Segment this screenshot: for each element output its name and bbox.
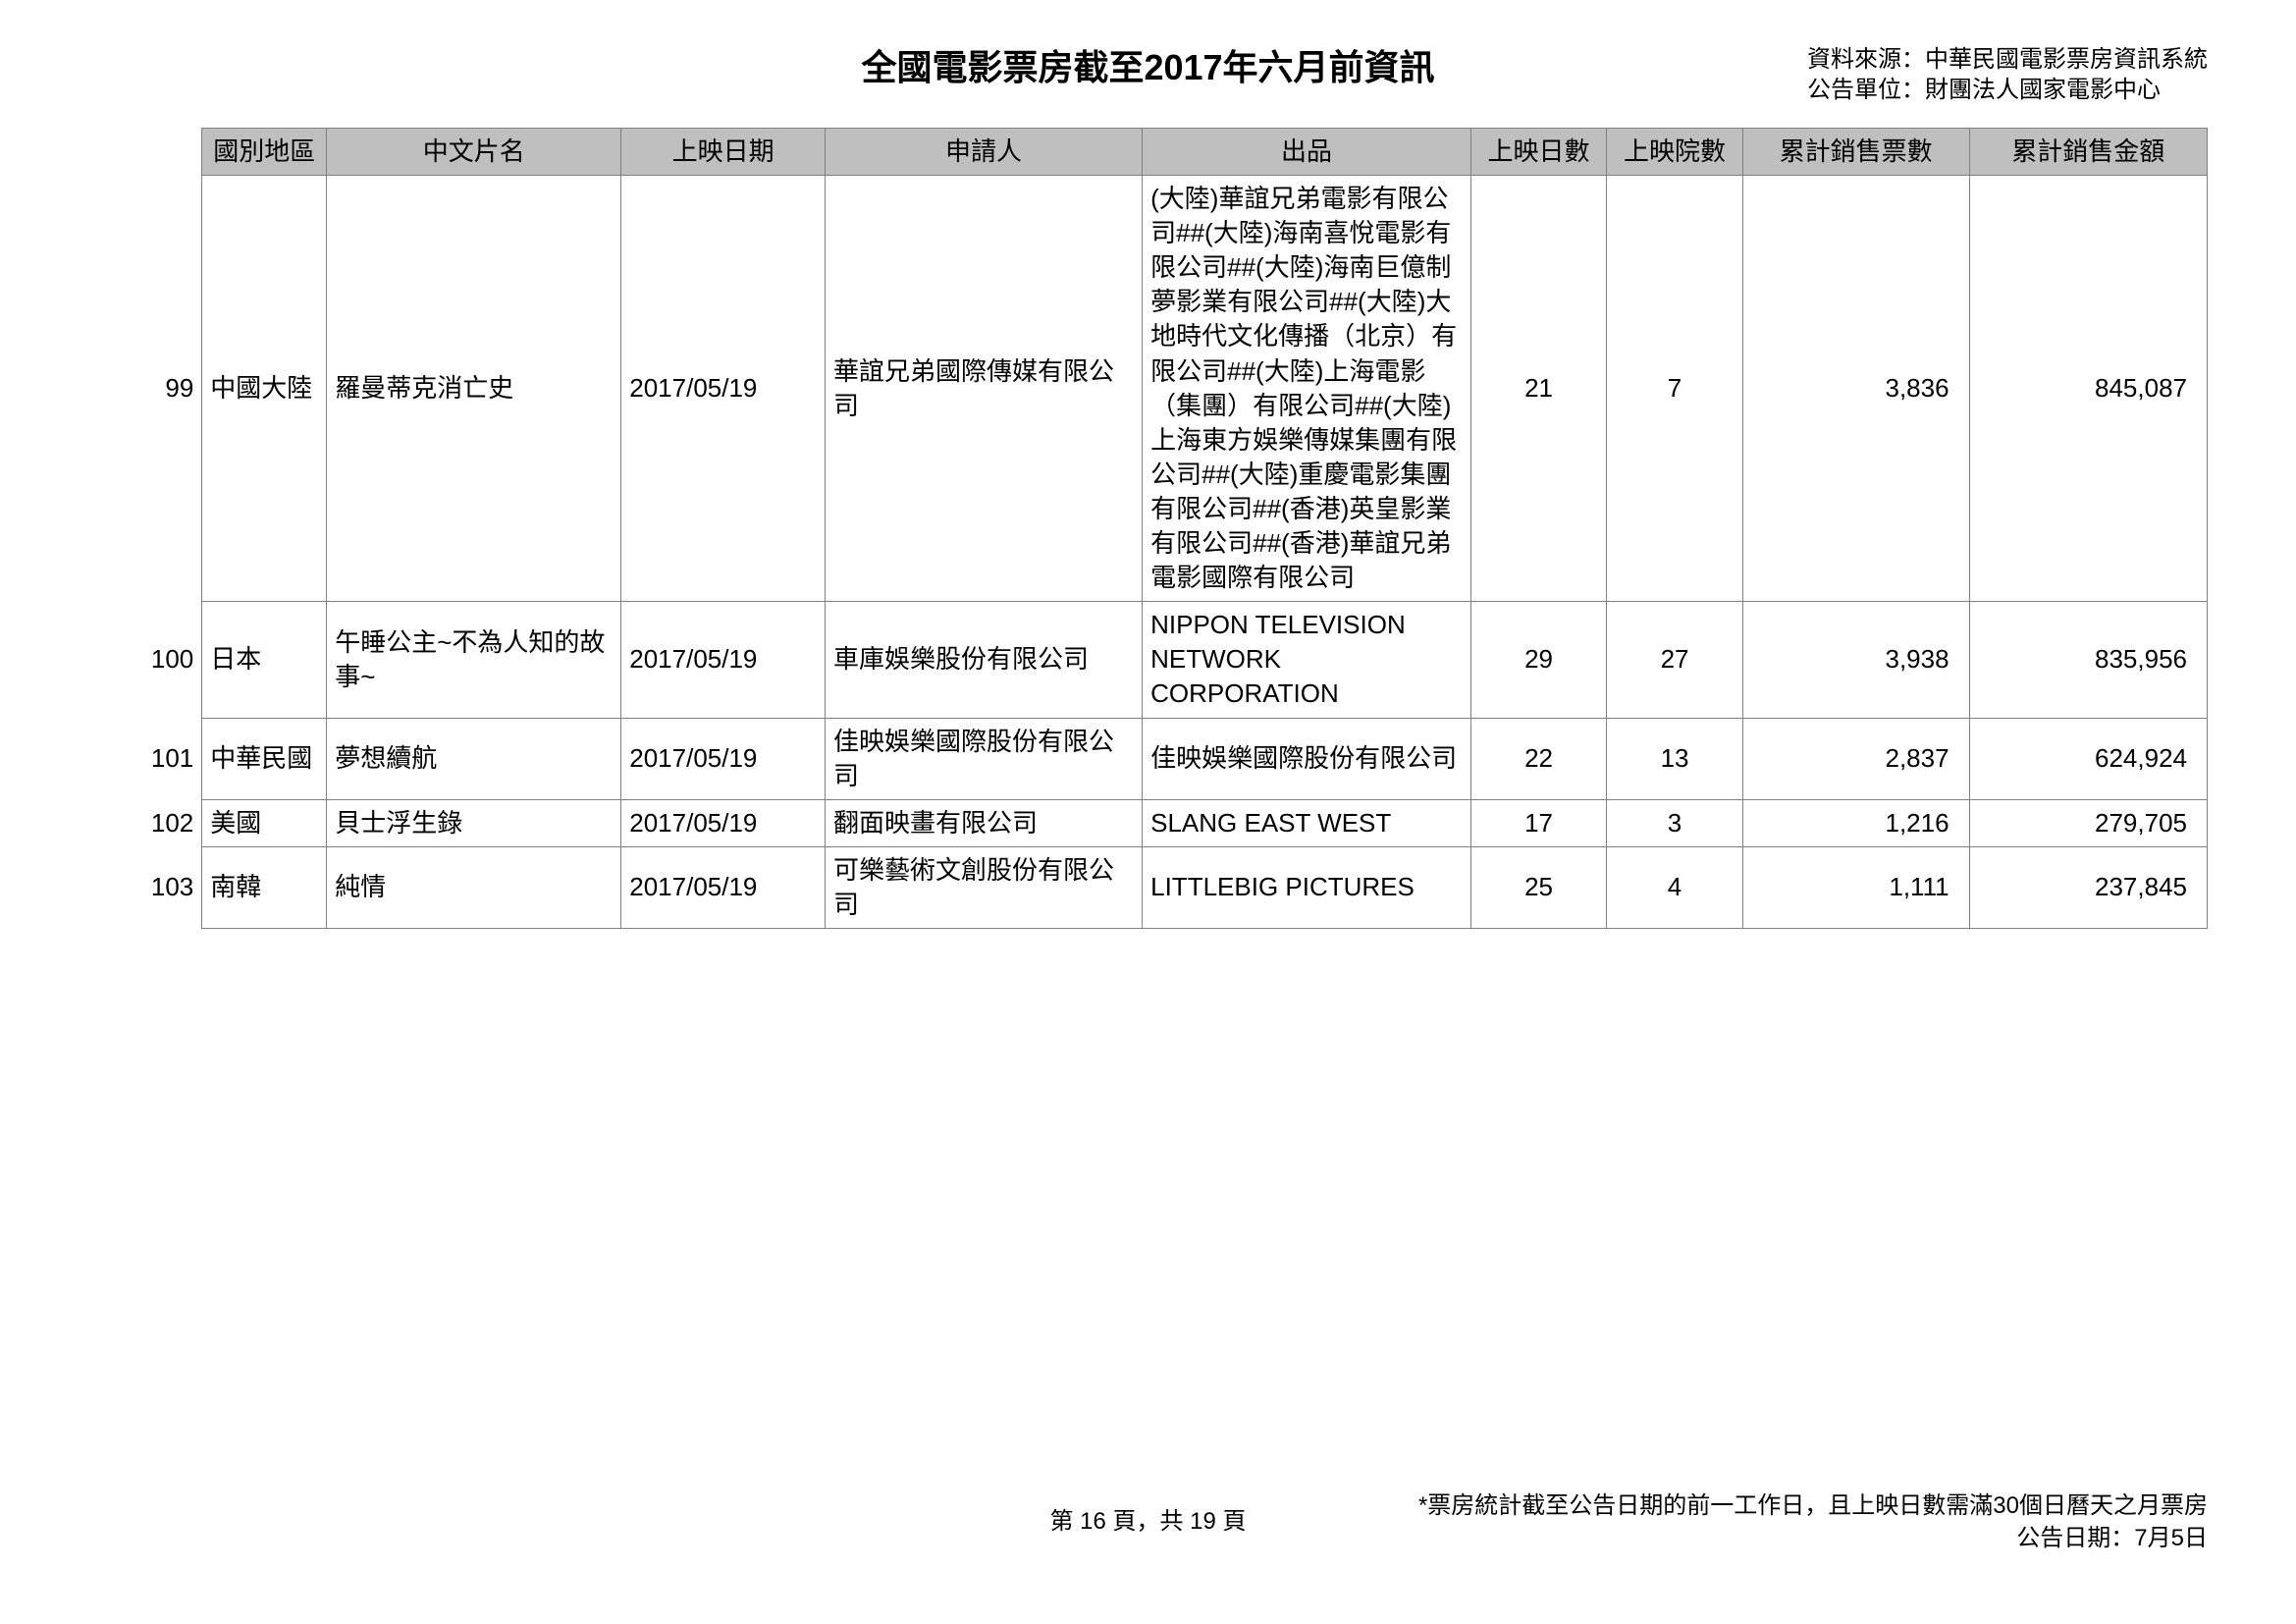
box-office-table-wrap: 國別地區 中文片名 上映日期 申請人 出品 上映日數 上映院數 累計銷售票數 累… xyxy=(123,128,2208,929)
cell-revenue: 845,087 xyxy=(1969,176,2207,602)
box-office-table: 國別地區 中文片名 上映日期 申請人 出品 上映日數 上映院數 累計銷售票數 累… xyxy=(123,128,2208,929)
cell-tickets: 2,837 xyxy=(1742,718,1969,799)
cell-idx: 101 xyxy=(123,718,202,799)
cell-region: 美國 xyxy=(202,799,327,846)
cell-name: 夢想續航 xyxy=(327,718,621,799)
cell-producer: SLANG EAST WEST xyxy=(1143,799,1471,846)
cell-tickets: 1,111 xyxy=(1742,846,1969,928)
page-title: 全國電影票房截至2017年六月前資訊 xyxy=(861,39,1434,90)
cell-revenue: 237,845 xyxy=(1969,846,2207,928)
cell-date: 2017/05/19 xyxy=(621,718,826,799)
cell-days: 25 xyxy=(1470,846,1606,928)
cell-date: 2017/05/19 xyxy=(621,602,826,718)
cell-applicant: 佳映娛樂國際股份有限公司 xyxy=(825,718,1142,799)
cell-name: 純情 xyxy=(327,846,621,928)
table-row: 100日本午睡公主~不為人知的故事~2017/05/19車庫娛樂股份有限公司NI… xyxy=(123,602,2208,718)
cell-producer: (大陸)華誼兄弟電影有限公司##(大陸)海南喜悅電影有限公司##(大陸)海南巨億… xyxy=(1143,176,1471,602)
footer-page: 第 16 頁，共 19 頁 xyxy=(1049,1501,1246,1536)
cell-producer: NIPPON TELEVISION NETWORK CORPORATION xyxy=(1143,602,1471,718)
cell-name: 羅曼蒂克消亡史 xyxy=(327,176,621,602)
cell-theaters: 7 xyxy=(1607,176,1742,602)
cell-revenue: 835,956 xyxy=(1969,602,2207,718)
cell-idx: 100 xyxy=(123,602,202,718)
cell-theaters: 13 xyxy=(1607,718,1742,799)
table-row: 103南韓純情2017/05/19可樂藝術文創股份有限公司LITTLEBIG P… xyxy=(123,846,2208,928)
cell-name: 貝士浮生錄 xyxy=(327,799,621,846)
cell-theaters: 3 xyxy=(1607,799,1742,846)
table-row: 99中國大陸羅曼蒂克消亡史2017/05/19華誼兄弟國際傳媒有限公司(大陸)華… xyxy=(123,176,2208,602)
cell-region: 日本 xyxy=(202,602,327,718)
cell-tickets: 1,216 xyxy=(1742,799,1969,846)
cell-theaters: 27 xyxy=(1607,602,1742,718)
footer-note-2: 公告日期：7月5日 xyxy=(1418,1522,2208,1555)
cell-tickets: 3,836 xyxy=(1742,176,1969,602)
header-applicant: 申請人 xyxy=(825,129,1142,176)
cell-days: 21 xyxy=(1470,176,1606,602)
footer-note: *票房統計截至公告日期的前一工作日，且上映日數需滿30個日曆天之月票房 公告日期… xyxy=(1418,1489,2208,1555)
header-tickets: 累計銷售票數 xyxy=(1742,129,1969,176)
header-date: 上映日期 xyxy=(621,129,826,176)
cell-idx: 99 xyxy=(123,176,202,602)
cell-revenue: 624,924 xyxy=(1969,718,2207,799)
cell-theaters: 4 xyxy=(1607,846,1742,928)
cell-date: 2017/05/19 xyxy=(621,799,826,846)
source-line2: 公告單位：財團法人國家電影中心 xyxy=(1807,75,2208,105)
table-header-row: 國別地區 中文片名 上映日期 申請人 出品 上映日數 上映院數 累計銷售票數 累… xyxy=(123,129,2208,176)
cell-idx: 102 xyxy=(123,799,202,846)
cell-tickets: 3,938 xyxy=(1742,602,1969,718)
cell-name: 午睡公主~不為人知的故事~ xyxy=(327,602,621,718)
cell-region: 中國大陸 xyxy=(202,176,327,602)
header-days: 上映日數 xyxy=(1470,129,1606,176)
header-theaters: 上映院數 xyxy=(1607,129,1742,176)
cell-date: 2017/05/19 xyxy=(621,846,826,928)
header-producer: 出品 xyxy=(1143,129,1471,176)
cell-days: 17 xyxy=(1470,799,1606,846)
cell-applicant: 車庫娛樂股份有限公司 xyxy=(825,602,1142,718)
cell-revenue: 279,705 xyxy=(1969,799,2207,846)
header-revenue: 累計銷售金額 xyxy=(1969,129,2207,176)
cell-region: 南韓 xyxy=(202,846,327,928)
cell-date: 2017/05/19 xyxy=(621,176,826,602)
cell-producer: 佳映娛樂國際股份有限公司 xyxy=(1143,718,1471,799)
source-line1: 資料來源：中華民國電影票房資訊系統 xyxy=(1807,44,2208,75)
source-info: 資料來源：中華民國電影票房資訊系統 公告單位：財團法人國家電影中心 xyxy=(1807,44,2208,105)
cell-applicant: 可樂藝術文創股份有限公司 xyxy=(825,846,1142,928)
header-name: 中文片名 xyxy=(327,129,621,176)
footer-note-1: *票房統計截至公告日期的前一工作日，且上映日數需滿30個日曆天之月票房 xyxy=(1418,1489,2208,1523)
cell-idx: 103 xyxy=(123,846,202,928)
header-region: 國別地區 xyxy=(202,129,327,176)
cell-region: 中華民國 xyxy=(202,718,327,799)
table-row: 102美國貝士浮生錄2017/05/19翻面映畫有限公司SLANG EAST W… xyxy=(123,799,2208,846)
table-row: 101中華民國夢想續航2017/05/19佳映娛樂國際股份有限公司佳映娛樂國際股… xyxy=(123,718,2208,799)
header-blank xyxy=(123,129,202,176)
cell-producer: LITTLEBIG PICTURES xyxy=(1143,846,1471,928)
cell-days: 29 xyxy=(1470,602,1606,718)
cell-applicant: 翻面映畫有限公司 xyxy=(825,799,1142,846)
cell-days: 22 xyxy=(1470,718,1606,799)
cell-applicant: 華誼兄弟國際傳媒有限公司 xyxy=(825,176,1142,602)
